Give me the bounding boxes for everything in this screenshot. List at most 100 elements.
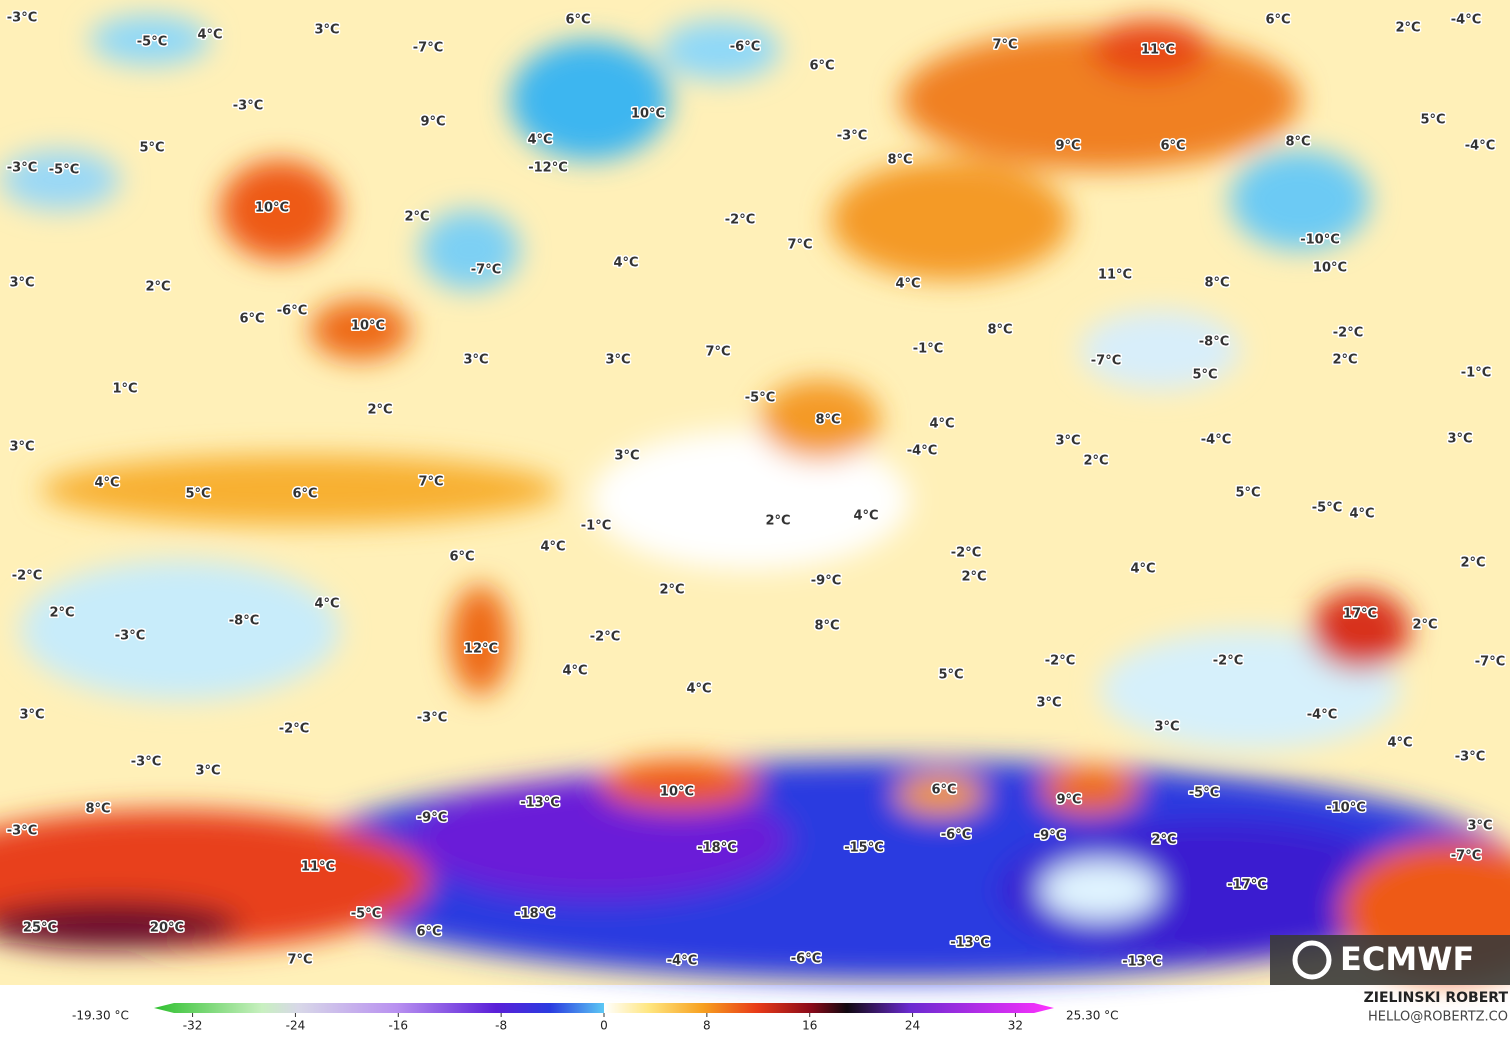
temperature-label: 2°C [1151, 833, 1176, 848]
temperature-label: 3°C [314, 23, 339, 38]
temperature-label: -5°C [137, 35, 167, 50]
temperature-label: 2°C [1412, 618, 1437, 633]
temperature-label: 12°C [464, 642, 498, 657]
temperature-label: 3°C [605, 353, 630, 368]
temperature-label: 7°C [287, 953, 312, 968]
temperature-label: 2°C [1395, 21, 1420, 36]
temperature-label: -2°C [1333, 326, 1363, 341]
temperature-label: 5°C [185, 487, 210, 502]
temperature-label: 2°C [961, 570, 986, 585]
temperature-label: 3°C [9, 440, 34, 455]
temperature-label: 10°C [631, 107, 665, 122]
temperature-label: 2°C [1083, 454, 1108, 469]
temperature-label: 5°C [139, 141, 164, 156]
temperature-label: 3°C [19, 708, 44, 723]
temperature-label: 5°C [1235, 486, 1260, 501]
colorbar-tick-label: 32 [1008, 1019, 1023, 1033]
temperature-label: -9°C [811, 574, 841, 589]
temperature-label: -17°C [1227, 878, 1267, 893]
temperature-label: 10°C [1313, 261, 1347, 276]
temperature-label: -4°C [1201, 433, 1231, 448]
temperature-label: 8°C [1285, 135, 1310, 150]
colorbar-tick-label: 0 [600, 1019, 608, 1033]
temperature-label: -7°C [1475, 655, 1505, 670]
temperature-label: 11°C [1098, 268, 1132, 283]
temperature-label: 8°C [815, 413, 840, 428]
credit-author: ZIELINSKI ROBERT [1364, 990, 1509, 1006]
temperature-label: 6°C [449, 550, 474, 565]
temperature-label: 10°C [255, 201, 289, 216]
temperature-label: -5°C [1312, 501, 1342, 516]
temperature-label: -2°C [12, 569, 42, 584]
temperature-label: -3°C [837, 129, 867, 144]
temperature-label: 6°C [292, 487, 317, 502]
temperature-label: 1°C [112, 382, 137, 397]
temperature-label: 8°C [987, 323, 1012, 338]
temperature-label: -2°C [725, 213, 755, 228]
temperature-label: -3°C [7, 824, 37, 839]
temperature-label: 4°C [527, 133, 552, 148]
temperature-label: 5°C [1420, 113, 1445, 128]
temperature-label: 25°C [23, 921, 57, 936]
temperature-label: -18°C [697, 841, 737, 856]
temperature-label: 3°C [9, 276, 34, 291]
temperature-label: -9°C [1035, 829, 1065, 844]
temperature-label: 4°C [613, 256, 638, 271]
temperature-label: -6°C [277, 304, 307, 319]
temperature-label: 5°C [1192, 368, 1217, 383]
colorbar-tick-label: -8 [495, 1019, 507, 1033]
temperature-label: 7°C [705, 345, 730, 360]
temperature-label: -7°C [1451, 849, 1481, 864]
temperature-label: 4°C [853, 509, 878, 524]
temperature-label: -3°C [7, 11, 37, 26]
temperature-label: 8°C [1204, 276, 1229, 291]
colorbar-tick-label: 16 [802, 1019, 817, 1033]
temperature-label: 6°C [1265, 13, 1290, 28]
temperature-label: 2°C [1332, 353, 1357, 368]
temperature-label: -2°C [590, 630, 620, 645]
temperature-label: -9°C [417, 811, 447, 826]
temperature-label: 8°C [814, 619, 839, 634]
colorbar-tick-label: -16 [388, 1019, 408, 1033]
temperature-label: -7°C [413, 41, 443, 56]
temperature-label: -13°C [520, 796, 560, 811]
temperature-label: -3°C [131, 755, 161, 770]
temperature-label: -10°C [1300, 233, 1340, 248]
temperature-label: 7°C [418, 475, 443, 490]
temperature-label: -4°C [1307, 708, 1337, 723]
temperature-label: -18°C [515, 907, 555, 922]
temperature-label: 4°C [929, 417, 954, 432]
temperature-label: 7°C [992, 38, 1017, 53]
temperature-label: -7°C [471, 263, 501, 278]
temperature-label: 6°C [1160, 139, 1185, 154]
logo-text: ECMWF [1340, 940, 1474, 978]
temperature-label: -8°C [1199, 335, 1229, 350]
temperature-label: -3°C [1455, 750, 1485, 765]
temperature-label: 2°C [765, 514, 790, 529]
temperature-label: 2°C [1460, 556, 1485, 571]
temperature-label: 3°C [1154, 720, 1179, 735]
temperature-label: 8°C [887, 153, 912, 168]
temperature-label: 3°C [1036, 696, 1061, 711]
temperature-label: 10°C [351, 319, 385, 334]
temperature-label: -3°C [115, 629, 145, 644]
colorbar [154, 1003, 1054, 1013]
colorbar-tick-label: 24 [905, 1019, 920, 1033]
temperature-label: 7°C [787, 238, 812, 253]
temperature-label: -5°C [49, 163, 79, 178]
temperature-label: 11°C [301, 860, 335, 875]
temperature-label: 6°C [931, 783, 956, 798]
max-label: 25.30 °C [1066, 1009, 1119, 1023]
temperature-label: -15°C [844, 841, 884, 856]
temperature-label: 2°C [367, 403, 392, 418]
temperature-label: 6°C [565, 13, 590, 28]
temperature-label: -2°C [1045, 654, 1075, 669]
temperature-label: -3°C [417, 711, 447, 726]
temperature-label: 4°C [895, 277, 920, 292]
temperature-label: -5°C [351, 907, 381, 922]
temperature-label: -10°C [1326, 801, 1366, 816]
temperature-label: 11°C [1141, 43, 1175, 58]
temperature-label: 4°C [197, 28, 222, 43]
temperature-label: 4°C [540, 540, 565, 555]
